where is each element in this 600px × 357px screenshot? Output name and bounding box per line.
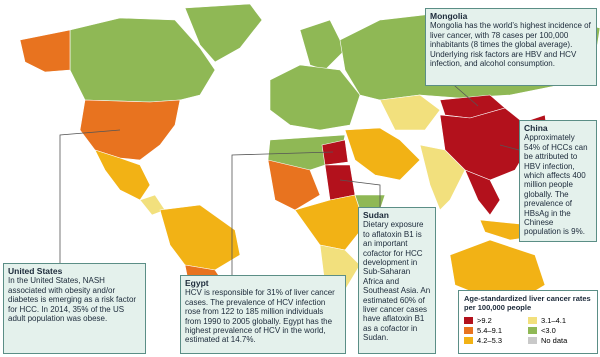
leader-line — [499, 144, 520, 151]
callout: United States In the United States, NASH … — [3, 263, 146, 354]
legend-swatch — [464, 326, 473, 334]
leader-line — [339, 179, 381, 207]
callout-title: United States — [8, 266, 63, 276]
legend-item: 3.1–4.1 — [528, 315, 592, 325]
legend-label: No data — [541, 335, 568, 345]
callout: China Approximately 54% of HCCs can be at… — [519, 120, 597, 242]
callout: Egypt HCV is responsible for 31% of liver… — [180, 275, 346, 354]
legend-item: No data — [528, 335, 592, 345]
scandinavia — [299, 19, 346, 71]
legend-label: <3.0 — [541, 325, 556, 335]
mexico — [94, 149, 151, 201]
greenland — [184, 3, 263, 63]
callout-text: HCV is responsible for 31% of liver canc… — [185, 288, 335, 345]
legend-item: >9.2 — [464, 315, 528, 325]
united-states — [79, 99, 181, 161]
callout: Sudan Dietary exposure to aflatoxin B1 is… — [358, 207, 436, 354]
southeast-asia — [464, 169, 501, 216]
south-america-north — [159, 204, 241, 271]
legend-title: Age-standardized liver cancer rates per … — [464, 294, 591, 312]
alaska — [19, 29, 71, 73]
legend-swatch — [464, 336, 473, 344]
callout-title: Mongolia — [430, 11, 468, 21]
middle-east — [344, 127, 421, 181]
leader-line — [231, 151, 334, 275]
callout-title: Egypt — [185, 278, 209, 288]
legend: Age-standardized liver cancer rates per … — [458, 290, 598, 354]
legend-label: 5.4–9.1 — [477, 325, 503, 335]
legend-label: 4.2–5.3 — [477, 335, 503, 345]
europe — [269, 64, 361, 131]
legend-label: >9.2 — [477, 315, 492, 325]
sudan — [324, 164, 356, 201]
callout-text: Approximately 54% of HCCs can be attribu… — [524, 133, 588, 237]
west-africa — [267, 159, 321, 211]
legend-items: >9.2 5.4–9.1 4.2–5.3 3.1–4.1 <3.0 No data — [464, 315, 592, 345]
callout: Mongolia Mongolia has the world’s highest… — [425, 8, 597, 86]
callout-title: Sudan — [363, 210, 389, 220]
callout-text: Mongolia has the world’s highest inciden… — [430, 21, 591, 69]
legend-swatch — [528, 336, 537, 344]
canada — [69, 17, 216, 103]
central-asia — [379, 94, 441, 131]
callout-text: Dietary exposure to aflatoxin B1 is an i… — [363, 220, 431, 343]
legend-item: 5.4–9.1 — [464, 325, 528, 335]
legend-item: <3.0 — [528, 325, 592, 335]
legend-item: 4.2–5.3 — [464, 335, 528, 345]
callout-text: In the United States, NASH associated wi… — [8, 276, 137, 324]
leader-line — [59, 129, 121, 263]
legend-swatch — [528, 326, 537, 334]
egypt — [321, 139, 349, 166]
callout-title: China — [524, 123, 548, 133]
legend-swatch — [528, 316, 537, 324]
legend-label: 3.1–4.1 — [541, 315, 567, 325]
legend-swatch — [464, 316, 473, 324]
india — [419, 144, 466, 211]
